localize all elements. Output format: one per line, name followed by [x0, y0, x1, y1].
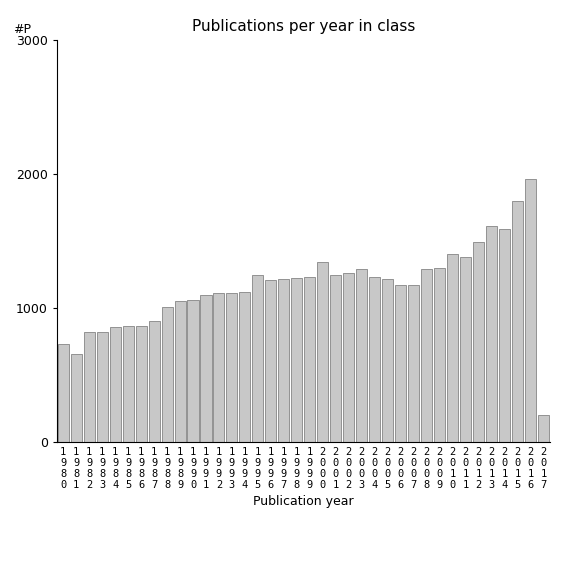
Bar — [499, 229, 510, 442]
Bar — [252, 274, 264, 442]
Bar — [188, 300, 198, 442]
Bar — [343, 273, 354, 442]
Bar — [356, 269, 367, 442]
Bar — [421, 269, 432, 442]
Bar — [175, 302, 185, 442]
Bar — [382, 278, 393, 442]
Bar — [239, 292, 251, 442]
Bar — [538, 416, 549, 442]
Bar — [369, 277, 380, 442]
Bar — [318, 263, 328, 442]
Bar — [162, 307, 172, 442]
Bar — [278, 278, 289, 442]
Bar — [109, 327, 121, 442]
Bar — [58, 344, 69, 442]
Title: Publications per year in class: Publications per year in class — [192, 19, 415, 35]
Bar — [136, 325, 147, 442]
Bar — [512, 201, 523, 442]
Bar — [304, 277, 315, 442]
Bar — [486, 226, 497, 442]
Bar — [149, 321, 159, 442]
Bar — [395, 285, 406, 442]
Bar — [434, 268, 445, 442]
Bar — [291, 278, 302, 442]
Bar — [408, 285, 419, 442]
Bar — [265, 280, 276, 442]
Bar — [525, 179, 536, 442]
Y-axis label: #P: #P — [13, 23, 31, 36]
Bar — [473, 242, 484, 442]
X-axis label: Publication year: Publication year — [253, 495, 354, 508]
Bar — [460, 257, 471, 442]
Bar — [447, 255, 458, 442]
Bar — [213, 293, 225, 442]
Bar — [84, 332, 95, 442]
Bar — [226, 293, 238, 442]
Bar — [96, 332, 108, 442]
Bar — [331, 274, 341, 442]
Bar — [71, 354, 82, 442]
Bar — [201, 295, 211, 442]
Bar — [122, 325, 134, 442]
